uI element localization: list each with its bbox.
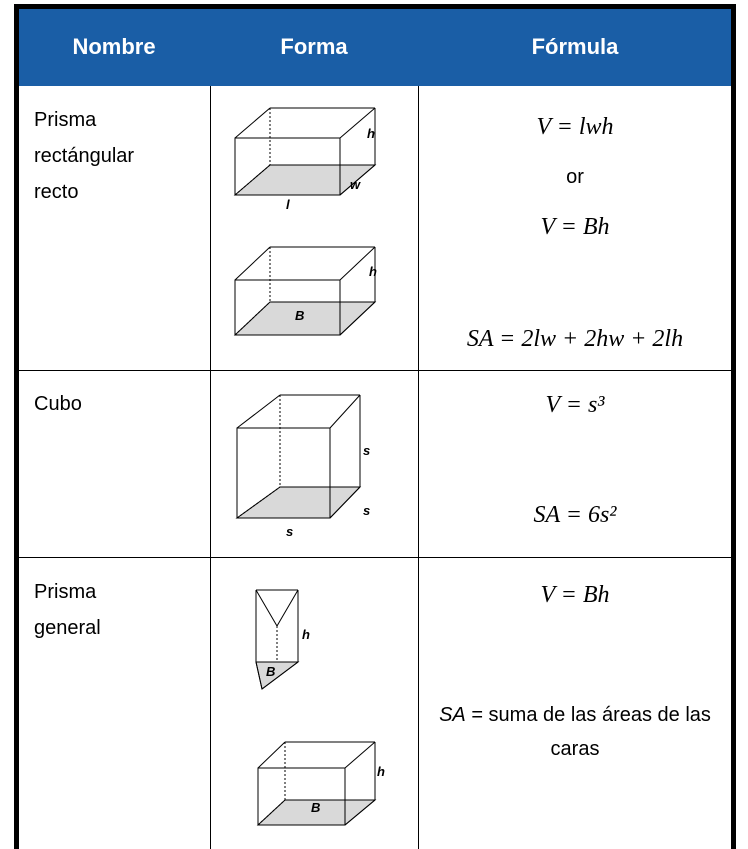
formula: V = Bh bbox=[540, 582, 610, 608]
name-line: recto bbox=[34, 181, 79, 203]
shape-label: s bbox=[363, 503, 371, 518]
formula-note: SA = suma de las áreas de las caras bbox=[425, 698, 725, 766]
formula: SA = 6s² bbox=[533, 502, 617, 528]
formula: SA = 2lw + 2hw + 2lh bbox=[466, 326, 684, 352]
shape-label: s bbox=[363, 443, 371, 458]
shapes bbox=[233, 107, 377, 826]
formula: V = Bh bbox=[540, 214, 610, 240]
name-cell: Cubo bbox=[34, 386, 82, 422]
shape-label: h bbox=[369, 264, 377, 279]
shape-label: s bbox=[286, 524, 294, 539]
name-line: general bbox=[34, 617, 101, 639]
shape-label: B bbox=[311, 800, 321, 815]
top-border bbox=[14, 4, 736, 9]
name-cell: Prisma general bbox=[34, 574, 101, 646]
shape-label: B bbox=[266, 664, 276, 679]
shape-label: l bbox=[286, 197, 290, 212]
shape-label: h bbox=[302, 627, 310, 642]
shape-label: B bbox=[295, 308, 305, 323]
name-cell: Prisma rectángular recto bbox=[34, 102, 134, 210]
header-cell: Fórmula bbox=[531, 34, 619, 59]
formula-note-text: = suma de las áreas de las caras bbox=[465, 704, 717, 760]
left-border bbox=[14, 4, 19, 849]
grid bbox=[19, 86, 731, 849]
shape-label: w bbox=[350, 177, 361, 192]
formula-note-sa: SA bbox=[439, 704, 466, 726]
formula: V = s³ bbox=[545, 392, 605, 418]
shape-label: h bbox=[367, 126, 375, 141]
name-line: Prisma bbox=[34, 109, 97, 131]
header-bg bbox=[14, 6, 736, 86]
formula-text: or bbox=[566, 166, 584, 188]
formula: V = lwh bbox=[536, 114, 614, 140]
name-line: rectángular bbox=[34, 145, 135, 167]
shape-label: h bbox=[377, 764, 385, 779]
name-line: Cubo bbox=[34, 393, 82, 415]
right-border bbox=[731, 4, 736, 849]
header-cell: Forma bbox=[280, 34, 348, 59]
name-line: Prisma bbox=[34, 581, 97, 603]
header-cell: Nombre bbox=[72, 34, 156, 59]
